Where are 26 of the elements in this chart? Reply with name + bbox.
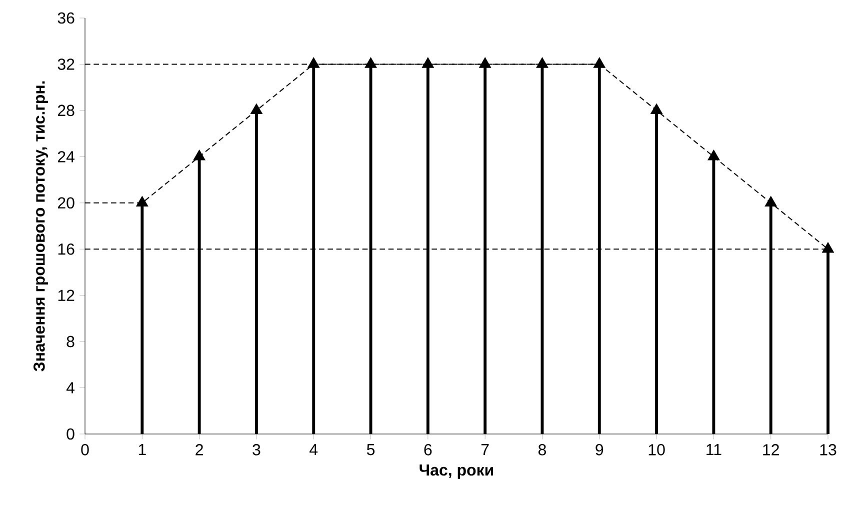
x-tick-label: 12	[763, 444, 779, 456]
x-tick-label: 3	[252, 444, 260, 456]
x-tick-label: 11	[706, 444, 722, 456]
x-tick-label: 8	[538, 444, 546, 456]
y-tick-label: 0	[66, 428, 74, 440]
x-tick-label: 7	[481, 444, 489, 456]
x-tick-label: 5	[366, 444, 375, 456]
x-tick-label: 13	[820, 444, 836, 456]
y-tick-label: 4	[66, 382, 74, 394]
x-tick-label: 6	[424, 444, 432, 456]
x-axis-title: Час, роки	[420, 464, 494, 479]
x-tick-label: 10	[648, 444, 665, 456]
x-tick-label: 0	[81, 444, 89, 456]
y-tick-label: 36	[58, 12, 74, 24]
y-tick-label: 32	[58, 58, 74, 70]
y-tick-label: 20	[58, 197, 74, 209]
x-tick-label: 4	[310, 444, 318, 456]
y-tick-label: 16	[58, 243, 74, 255]
y-tick-label: 12	[58, 290, 74, 301]
y-tick-label: 8	[66, 336, 74, 348]
x-tick-label: 9	[596, 444, 604, 456]
y-tick-label: 24	[58, 151, 74, 162]
x-tick-label: 2	[196, 444, 203, 456]
y-tick-label: 28	[58, 104, 74, 116]
x-tick-label: 1	[138, 444, 146, 456]
y-axis-title: Значення грошового потоку, тис.грн.	[34, 81, 48, 372]
